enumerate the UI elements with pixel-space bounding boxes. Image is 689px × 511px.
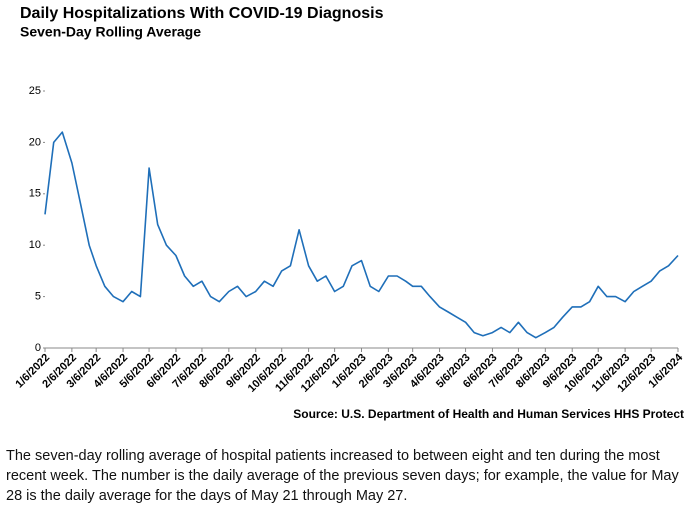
y-tick-label: 25 — [29, 85, 41, 97]
chart-title: Daily Hospitalizations With COVID-19 Dia… — [20, 5, 384, 22]
data-line — [44, 131, 679, 339]
chart-subtitle: Seven-Day Rolling Average — [20, 24, 201, 40]
y-tick-label: 5 — [35, 291, 41, 303]
chart: Daily Hospitalizations With COVID-19 Dia… — [13, 5, 685, 421]
y-tick-label: 10 — [29, 239, 41, 251]
y-tick-label: 20 — [29, 136, 41, 148]
source: Source: U.S. Department of Health and Hu… — [293, 407, 684, 421]
note: The seven-day rolling average of hospita… — [6, 448, 679, 504]
y-tick-label: 15 — [29, 188, 41, 200]
y-tick-label: 0 — [35, 342, 41, 354]
